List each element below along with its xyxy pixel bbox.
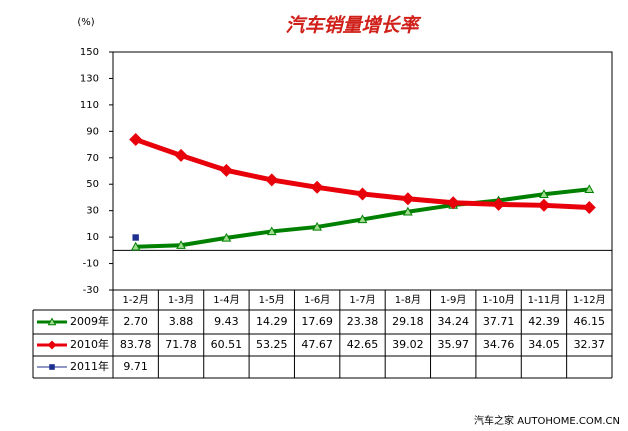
marker — [49, 364, 55, 370]
marker — [312, 221, 322, 231]
x-tick-label: 1-8月 — [395, 294, 421, 306]
marker — [356, 187, 369, 201]
table-value: 2.70 — [123, 315, 148, 328]
marker — [265, 173, 279, 187]
table-value: 9.71 — [123, 360, 148, 373]
table-value: 34.05 — [528, 338, 560, 351]
table-value: 9.43 — [214, 315, 239, 328]
marker — [219, 163, 233, 177]
chart-title: 汽车销量增长率 — [285, 15, 421, 37]
y-tick-label: 10 — [86, 232, 99, 243]
marker — [357, 214, 368, 224]
x-tick-label: 1-9月 — [440, 294, 466, 306]
marker — [403, 206, 413, 216]
marker — [446, 196, 460, 210]
y-tick-label: 110 — [80, 100, 99, 111]
marker — [539, 189, 549, 198]
legend-label: 2009年 — [70, 314, 109, 328]
x-tick-label: 1-2月 — [123, 294, 149, 306]
x-tick-label: 1-3月 — [168, 294, 194, 306]
x-tick-label: 1-10月 — [482, 294, 515, 306]
footer: 汽车之家 AUTOHOME.COM.CN — [474, 414, 620, 427]
y-tick-label: -30 — [83, 285, 99, 296]
plot-area — [112, 51, 613, 291]
legend-label: 2011年 — [70, 359, 109, 373]
x-tick-label: 1-7月 — [349, 294, 375, 306]
marker — [401, 192, 415, 206]
table-value: 46.15 — [574, 315, 606, 328]
table-value: 17.69 — [301, 315, 333, 328]
y-tick-label: 70 — [86, 153, 99, 164]
table-value: 47.67 — [301, 338, 333, 351]
marker — [492, 197, 506, 211]
legend-label: 2010年 — [70, 337, 109, 351]
y-tick-label: 90 — [86, 126, 99, 137]
table-value: 83.78 — [120, 338, 152, 351]
x-tick-label: 1-5月 — [259, 294, 285, 306]
table-value: 23.38 — [347, 315, 379, 328]
table-value: 39.02 — [392, 338, 424, 351]
marker — [310, 180, 324, 194]
y-tick-label: 30 — [86, 206, 99, 217]
marker — [130, 241, 141, 251]
marker — [47, 340, 57, 350]
marker — [537, 198, 551, 212]
x-tick-label: 1-11月 — [528, 294, 561, 306]
marker — [129, 133, 143, 147]
marker — [176, 240, 186, 249]
table-value: 32.37 — [574, 338, 606, 351]
table-value: 37.71 — [483, 315, 515, 328]
y-tick-label: -10 — [83, 259, 99, 270]
y-tick-label: 150 — [80, 47, 99, 58]
table-value: 71.78 — [165, 338, 197, 351]
marker — [47, 317, 57, 326]
table-value: 35.97 — [437, 338, 469, 351]
marker — [584, 184, 595, 194]
marker — [221, 232, 232, 242]
marker — [266, 226, 277, 236]
y-unit: (%) — [77, 17, 94, 28]
table-value: 34.76 — [483, 338, 515, 351]
table-value: 29.18 — [392, 315, 424, 328]
x-tick-label: 1-4月 — [213, 294, 239, 306]
x-tick-label: 1-12月 — [573, 294, 606, 306]
table-value: 60.51 — [211, 338, 243, 351]
marker — [132, 234, 139, 241]
table-value: 34.24 — [437, 315, 469, 328]
table-value: 14.29 — [256, 315, 288, 328]
y-tick-label: 130 — [80, 73, 99, 84]
marker — [582, 201, 596, 215]
table-value: 53.25 — [256, 338, 288, 351]
table-value: 42.39 — [528, 315, 560, 328]
table-value: 42.65 — [347, 338, 379, 351]
x-tick-label: 1-6月 — [304, 294, 330, 306]
y-tick-label: 50 — [86, 179, 99, 190]
marker — [174, 148, 188, 162]
table-value: 3.88 — [169, 315, 194, 328]
